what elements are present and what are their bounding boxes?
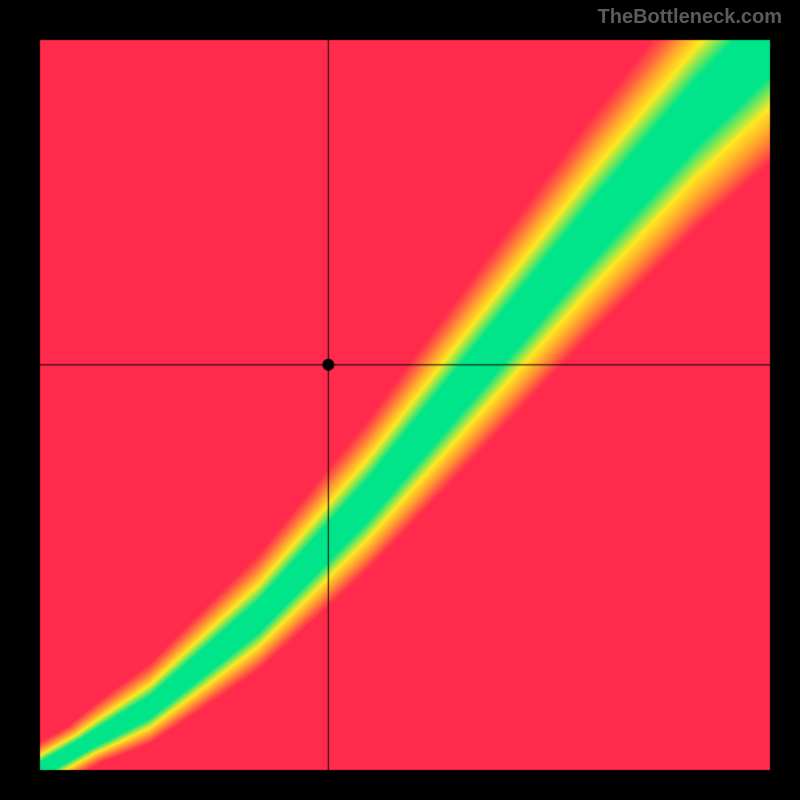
watermark-text: TheBottleneck.com (598, 6, 782, 29)
chart-container: TheBottleneck.com (0, 0, 800, 800)
heatmap-canvas (0, 0, 800, 800)
